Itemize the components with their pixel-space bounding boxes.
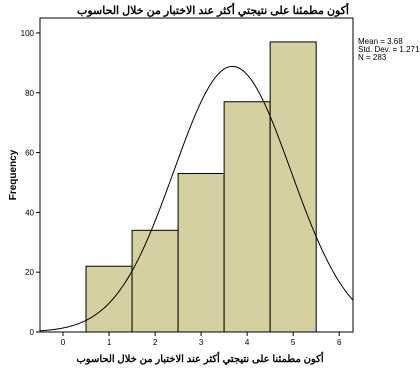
x-axis-ticks: 0 1 2 3 4 5 6 bbox=[61, 332, 342, 347]
stats-line: N = 283 bbox=[358, 53, 387, 62]
y-axis-ticks: 0 20 40 60 80 100 bbox=[21, 29, 40, 337]
bars-group bbox=[85, 41, 317, 333]
y-tick-label: 20 bbox=[25, 268, 34, 277]
chart-title: أكون مطمئنا على نتيجتي أكثر عند الاختبار… bbox=[77, 3, 349, 18]
x-tick-label: 3 bbox=[199, 338, 204, 347]
stats-line: Std. Dev. = 1.271 bbox=[358, 45, 420, 54]
x-tick-label: 1 bbox=[107, 338, 112, 347]
y-tick-label: 80 bbox=[25, 89, 34, 98]
bar-2 bbox=[131, 229, 179, 333]
stats-line: Mean = 3.68 bbox=[358, 37, 403, 46]
y-tick-label: 40 bbox=[25, 208, 34, 217]
x-axis-title: أكون مطمئنا على نتيجتي أكثر عند الاختبار… bbox=[76, 352, 323, 365]
normal-curve bbox=[39, 65, 354, 332]
bar-5 bbox=[269, 41, 317, 333]
x-tick-label: 0 bbox=[61, 338, 66, 347]
x-tick-label: 4 bbox=[245, 338, 250, 347]
x-tick-label: 5 bbox=[291, 338, 296, 347]
y-tick-label: 60 bbox=[25, 149, 34, 158]
bar-4 bbox=[223, 101, 271, 333]
y-tick-label: 0 bbox=[30, 328, 35, 337]
x-tick-label: 2 bbox=[153, 338, 158, 347]
x-tick-label: 6 bbox=[337, 338, 342, 347]
y-tick-label: 100 bbox=[21, 29, 35, 38]
bar-3 bbox=[177, 173, 225, 333]
bar-1 bbox=[85, 265, 133, 333]
y-axis-title: Frequency bbox=[8, 149, 19, 200]
